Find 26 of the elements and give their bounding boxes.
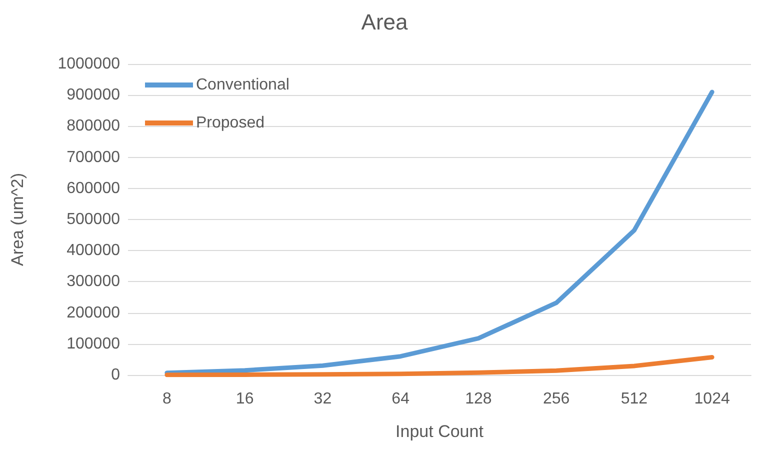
y-axis-title: Area (um^2) <box>8 172 27 266</box>
y-tick-label: 100000 <box>66 335 120 352</box>
x-tick-label: 16 <box>236 390 254 408</box>
y-tick-label: 200000 <box>66 304 120 322</box>
x-tick-label: 512 <box>620 390 648 408</box>
y-tick-label: 300000 <box>66 273 120 290</box>
line-series <box>164 355 714 378</box>
y-tick-label: 500000 <box>66 211 120 228</box>
x-tick-label: 1024 <box>694 390 730 408</box>
x-tick-label: 32 <box>314 390 332 408</box>
legend-label: Conventional <box>196 76 290 94</box>
chart-title: Area <box>361 10 408 34</box>
y-tick-label: 400000 <box>66 242 120 260</box>
x-tick-label: 8 <box>162 390 172 408</box>
y-tick-label: 600000 <box>66 180 120 197</box>
y-tick-label: 1000000 <box>58 56 120 72</box>
legend-label: Proposed <box>196 114 264 132</box>
line-series <box>164 90 714 376</box>
y-tick-label: 700000 <box>66 148 120 166</box>
x-tick-label: 64 <box>392 390 410 408</box>
x-tick-label: 128 <box>465 390 492 408</box>
x-axis-title: Input Count <box>396 422 484 441</box>
x-tick-label: 256 <box>542 390 570 408</box>
y-tick-label: 800000 <box>66 118 120 135</box>
y-tick-label: 900000 <box>66 86 120 104</box>
y-tick-label: 0 <box>111 366 120 384</box>
